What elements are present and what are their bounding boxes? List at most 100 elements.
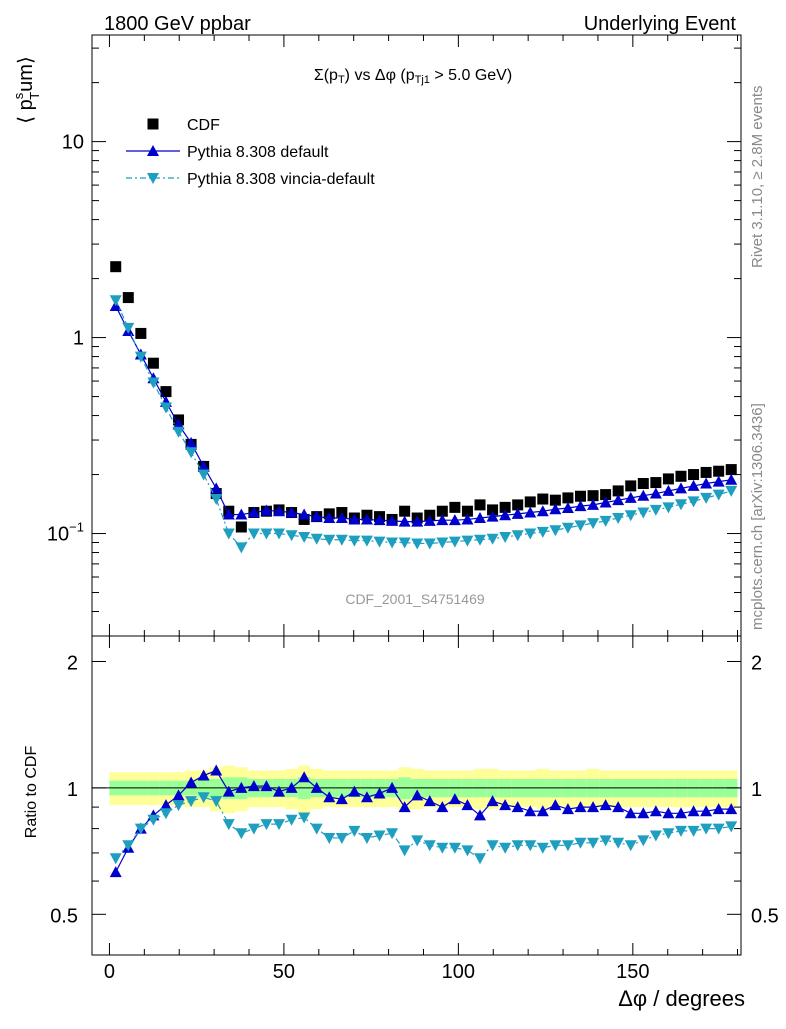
data-point — [511, 530, 524, 542]
data-point — [536, 526, 549, 538]
ratio-point — [335, 793, 348, 805]
data-point — [411, 515, 424, 527]
data-point — [399, 505, 411, 517]
data-point — [712, 489, 725, 501]
ratio-point — [662, 828, 675, 840]
ratio-point — [348, 825, 361, 837]
ratio-point — [637, 835, 650, 847]
data-point — [222, 508, 235, 520]
data-point — [687, 479, 700, 491]
data-point — [612, 513, 625, 525]
ratio-point — [398, 845, 411, 857]
data-point — [423, 514, 436, 526]
data-point — [172, 418, 185, 430]
ratio-point — [386, 781, 399, 793]
ratio-point — [172, 789, 185, 801]
data-point — [436, 514, 449, 526]
ratio-point — [725, 803, 738, 815]
ratio-point — [273, 785, 286, 797]
ratio-point — [386, 828, 399, 840]
data-point — [524, 496, 536, 508]
data-point — [700, 477, 713, 489]
ratio-point — [448, 842, 461, 854]
ratio-point — [511, 840, 524, 852]
watermark: CDF_2001_S4751469 — [345, 591, 485, 607]
x-tick-label: 0 — [104, 961, 115, 983]
series-2 — [109, 295, 738, 554]
data-point — [487, 504, 499, 516]
ratio-point — [109, 853, 122, 865]
data-point — [159, 402, 172, 414]
data-point — [713, 465, 725, 477]
data-point — [110, 261, 122, 273]
data-point — [650, 477, 662, 489]
data-point — [160, 386, 172, 398]
data-point — [134, 351, 147, 363]
ratio-y-tick-label-right: 0.5 — [751, 905, 779, 927]
legend-label: CDF — [187, 117, 220, 134]
ratio-y-tick-label-left: 0.5 — [50, 905, 78, 927]
data-point — [499, 532, 512, 544]
main-y-tick-label: 1 — [73, 328, 84, 350]
data-point — [549, 494, 561, 506]
data-point — [398, 537, 411, 549]
ratio-point — [260, 780, 273, 792]
data-point — [599, 496, 612, 508]
data-point — [637, 507, 650, 519]
x-axis-label: Δφ / degrees — [618, 986, 745, 1011]
ratio-point — [185, 776, 198, 788]
ratio-series-2 — [109, 792, 738, 865]
data-point — [461, 505, 473, 517]
data-point — [624, 510, 637, 522]
data-point — [674, 499, 687, 511]
series-line — [115, 305, 732, 523]
legend-item: Pythia 8.308 default — [126, 144, 329, 161]
ratio-point — [147, 814, 160, 826]
data-point — [461, 535, 474, 547]
data-point — [461, 513, 474, 525]
ratio-point — [411, 789, 424, 801]
ratio-point — [448, 793, 461, 805]
ratio-y-tick-label-right: 2 — [751, 652, 762, 674]
main-ylabel-text: ⟨ psTum⟩ — [11, 56, 42, 124]
data-point — [474, 512, 487, 524]
data-point — [335, 512, 348, 524]
data-point — [561, 522, 574, 534]
ratio-point — [486, 840, 499, 852]
ratio-point — [373, 787, 386, 799]
ratio-point — [159, 799, 172, 811]
data-point — [612, 494, 625, 506]
data-point — [222, 528, 235, 540]
data-point — [725, 473, 738, 485]
data-point — [674, 482, 687, 494]
main-title: Σ(pT) vs Δφ (pTj1 > 5.0 GeV) — [314, 67, 512, 86]
data-point — [612, 485, 624, 497]
x-tick-label: 50 — [273, 961, 295, 983]
data-point — [649, 487, 662, 499]
data-point — [524, 528, 537, 540]
data-point — [625, 480, 637, 492]
data-point — [260, 528, 273, 540]
ratio-point — [474, 853, 487, 865]
data-point — [600, 489, 612, 501]
x-tick-label: 100 — [442, 961, 475, 983]
data-point — [260, 504, 273, 516]
data-point — [574, 490, 586, 502]
legend: CDF Pythia 8.308 default Pythia 8.308 vinc… — [126, 117, 375, 188]
data-point — [662, 473, 674, 485]
ratio-point — [310, 823, 323, 835]
ratio-series-1 — [109, 764, 738, 878]
x-tick-label: 150 — [616, 961, 649, 983]
ratio-frame — [91, 635, 742, 956]
ratio-point — [700, 823, 713, 835]
ratio-point — [423, 795, 436, 807]
header-left: 1800 GeV ppbar — [104, 13, 251, 35]
ratio-y-tick-label-left: 2 — [67, 652, 78, 674]
data-point — [185, 447, 198, 459]
data-point — [273, 528, 286, 540]
main-ylabel: ⟨ psTum⟩ — [11, 56, 42, 124]
ratio-point — [637, 807, 650, 819]
data-point — [197, 460, 210, 472]
